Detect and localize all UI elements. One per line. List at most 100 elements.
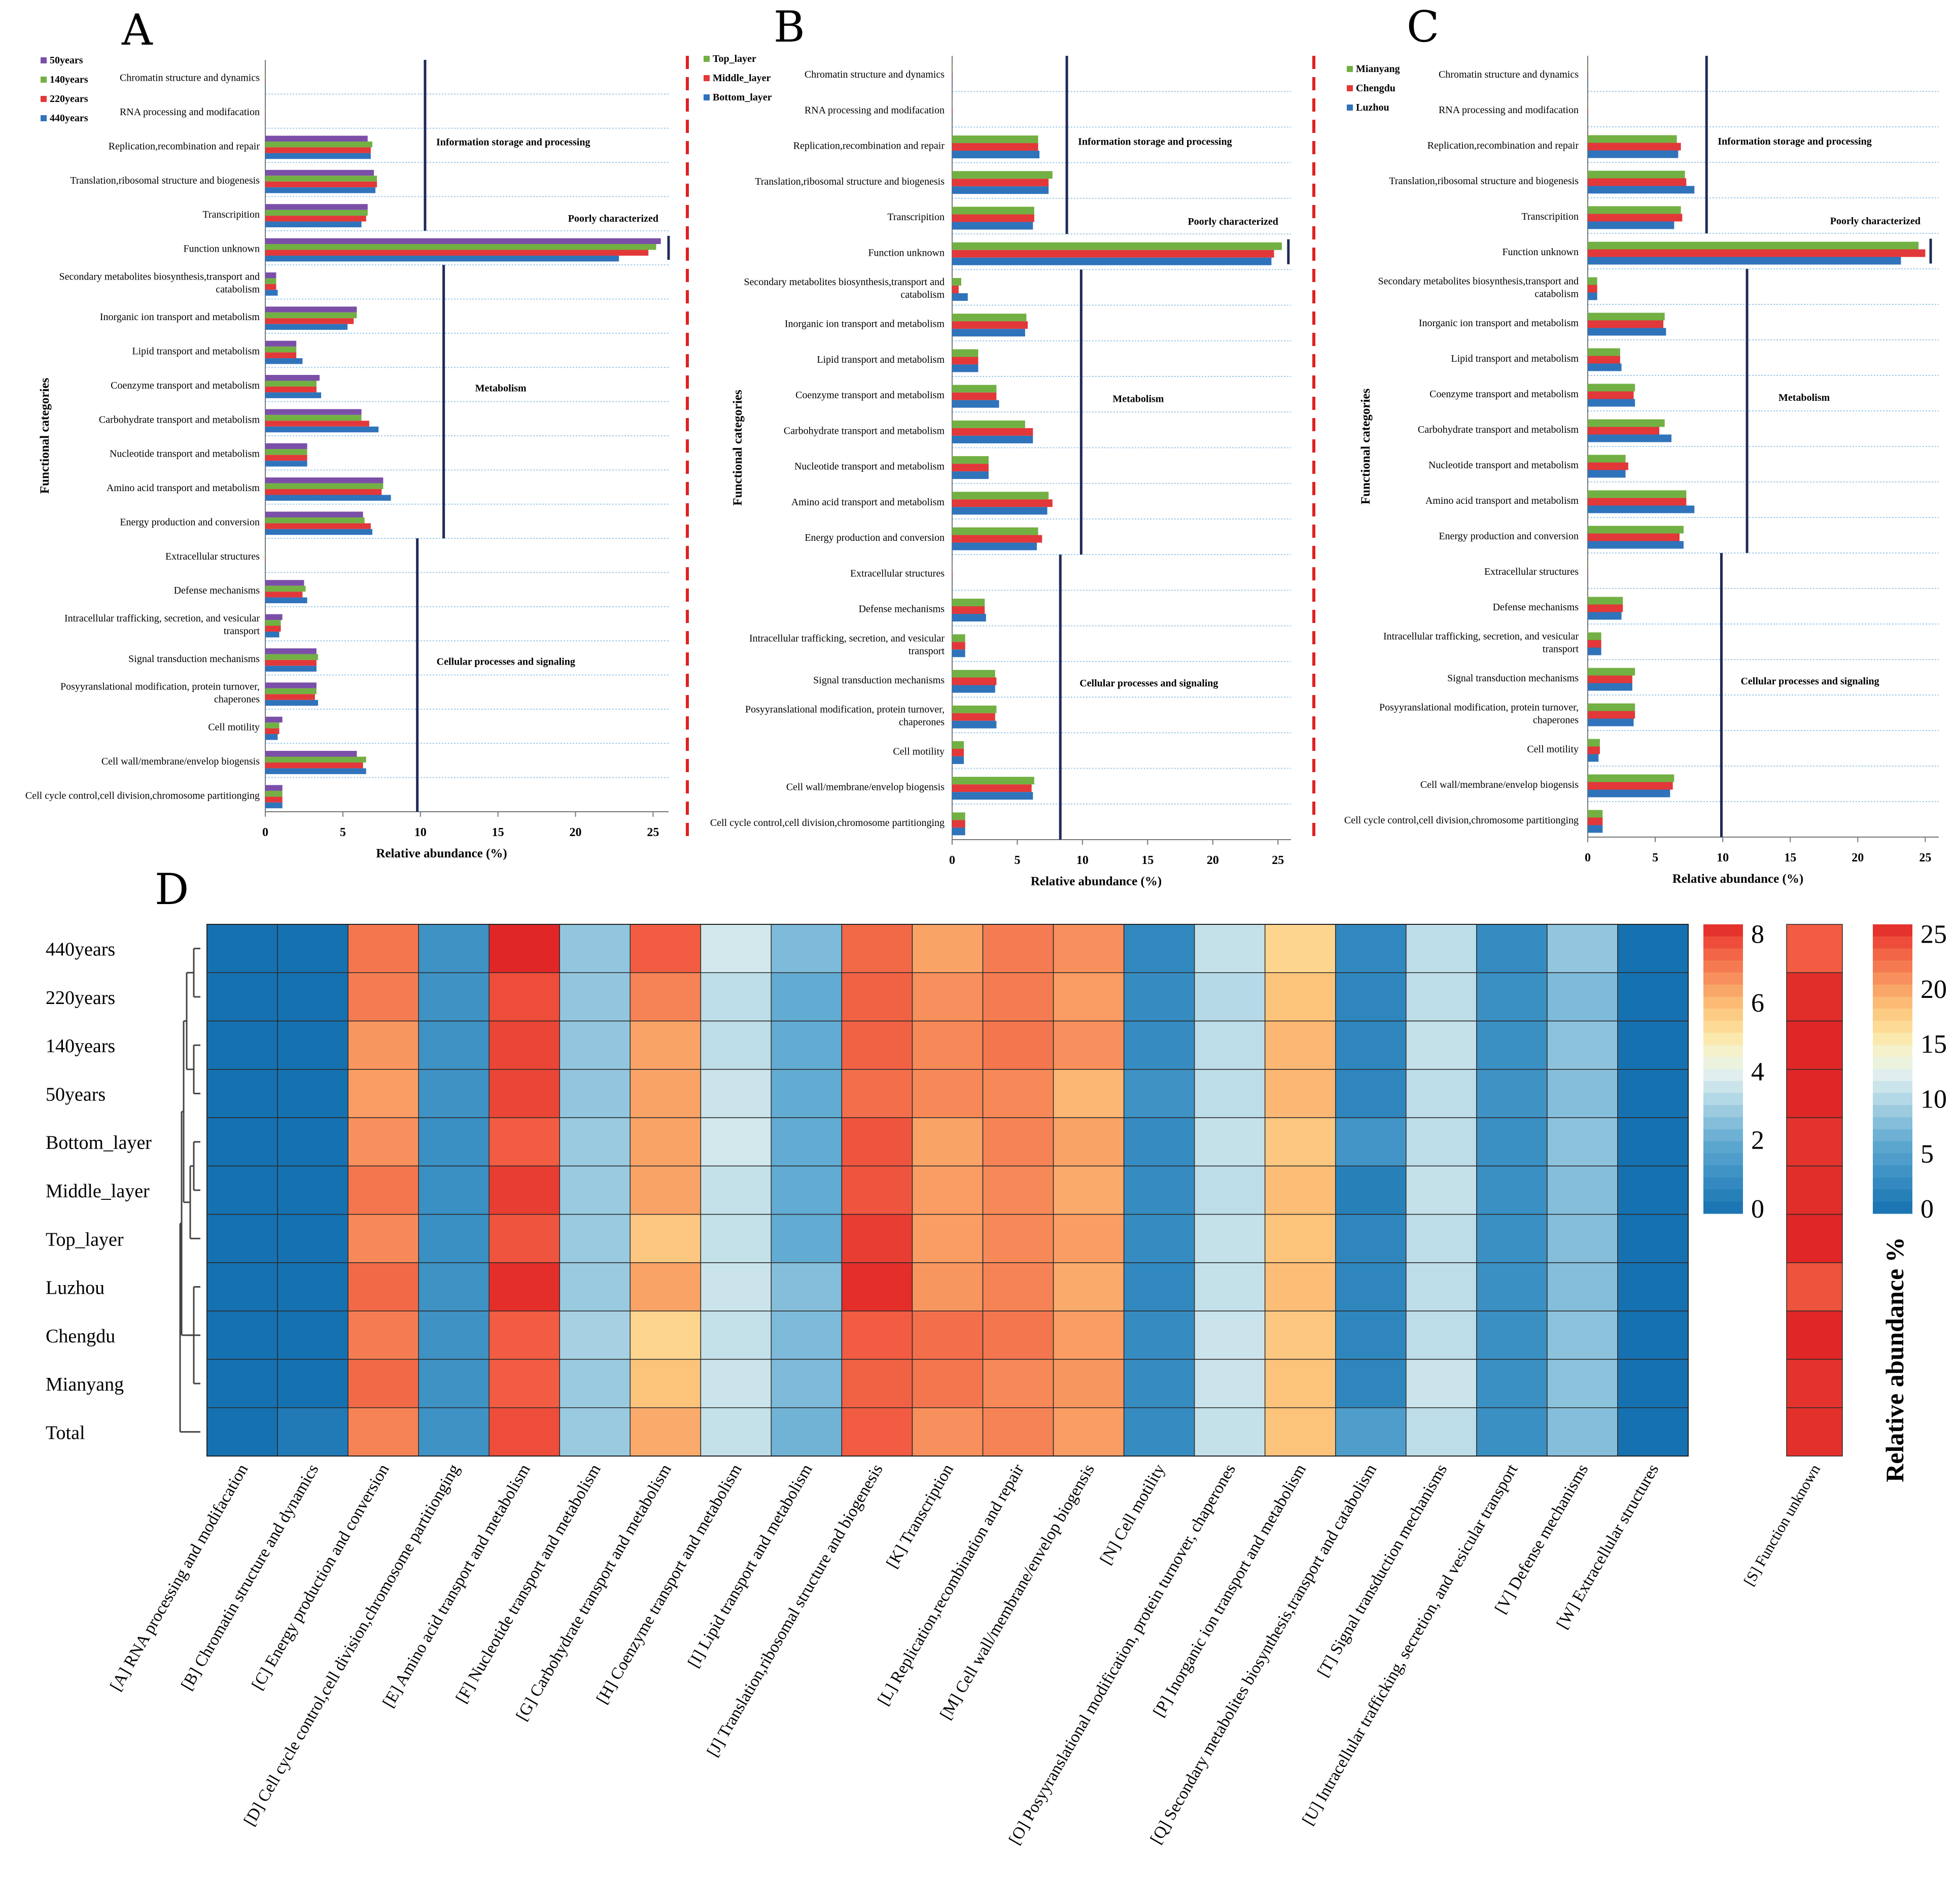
- bar: [952, 563, 953, 571]
- category-label: Nucleotide transport and metabolism: [110, 448, 260, 460]
- heatmap-cell: [206, 924, 278, 974]
- bar: [1588, 711, 1635, 719]
- group-label: Metabolism: [1112, 393, 1164, 404]
- bar: [265, 250, 649, 256]
- category-label: Coenzyme transport and metabolism: [111, 380, 260, 391]
- category-label: Translation,ribosomal structure and biog…: [1389, 176, 1579, 187]
- colorbar-s-segment: [1873, 1165, 1912, 1178]
- x-tick-label: 10: [1717, 851, 1729, 864]
- category-label: Cell cycle control,cell division,chromos…: [1344, 815, 1579, 826]
- bar: [265, 722, 280, 729]
- category-label: Nucleotide transport and metabolism: [1428, 460, 1579, 471]
- colorbar-main-segment: [1703, 960, 1743, 973]
- category-label: Replication,recombination and repair: [793, 141, 945, 152]
- bar: [952, 471, 989, 479]
- heatmap-row-label: 140years: [46, 1035, 115, 1057]
- colorbar-main-segment: [1703, 1117, 1743, 1130]
- category-label: Lipid transport and metabolism: [817, 354, 945, 365]
- bar: [952, 79, 953, 87]
- category-label: Signal transduction mechanisms: [1447, 673, 1579, 684]
- bar: [265, 790, 283, 797]
- legend-swatch: [704, 56, 710, 62]
- heatmap-cell: [277, 1069, 348, 1118]
- heatmap-cell: [347, 1069, 419, 1118]
- category-label: Lipid transport and metabolism: [1451, 353, 1579, 364]
- heatmap-column-label: [N] Cell motility: [1097, 1461, 1169, 1568]
- bar: [1588, 257, 1901, 265]
- bar: [265, 119, 266, 125]
- bar: [265, 654, 318, 660]
- heatmap-cell: [1547, 1214, 1618, 1263]
- bar: [1588, 526, 1684, 534]
- colorbar-main-tick: 2: [1751, 1126, 1764, 1155]
- x-tick-label: 10: [414, 826, 427, 839]
- colorbar-main-segment: [1703, 1081, 1743, 1094]
- category-label: Coenzyme transport and metabolism: [795, 390, 945, 401]
- heatmap-cell: [771, 1117, 843, 1167]
- bar: [1588, 285, 1597, 293]
- category-label: Transcripition: [202, 209, 260, 220]
- heatmap-cell: [1617, 1407, 1689, 1457]
- heatmap-cell: [277, 1407, 348, 1457]
- heatmap-cell: [1194, 1214, 1266, 1263]
- heatmap-cell: [630, 1407, 702, 1457]
- group-label: Metabolism: [475, 383, 527, 394]
- colorbar-main-tick: 4: [1751, 1057, 1764, 1086]
- colorbar-s-segment: [1873, 1201, 1912, 1214]
- bar: [1588, 612, 1622, 620]
- bar: [1588, 774, 1674, 782]
- category-label: Intracellular trafficking, secretion, an…: [64, 613, 260, 624]
- bar: [1588, 647, 1601, 655]
- function-unknown-cell: [1786, 972, 1843, 1022]
- category-label: transport: [1543, 644, 1579, 655]
- bar: [265, 797, 283, 803]
- heatmap-cell: [700, 1214, 772, 1263]
- heatmap-cell: [630, 972, 702, 1022]
- heatmap-cell: [488, 924, 560, 974]
- heatmap-cell: [418, 1069, 490, 1118]
- heatmap-column-label: [A] RNA processing and modifacation: [107, 1461, 252, 1694]
- bar: [1588, 348, 1620, 356]
- category-label: catabolism: [1534, 289, 1579, 300]
- heatmap-cell: [1406, 924, 1477, 974]
- bar: [1588, 170, 1685, 179]
- colorbar-s-segment: [1873, 984, 1912, 997]
- bar: [265, 592, 303, 598]
- category-label: Carbohydrate transport and metabolism: [1418, 424, 1579, 435]
- x-tick-label: 5: [1652, 851, 1658, 864]
- bar: [952, 107, 953, 115]
- colorbar-s-segment: [1873, 936, 1912, 949]
- colorbar-main-segment: [1703, 1177, 1743, 1190]
- bar: [265, 272, 276, 279]
- heatmap-cell: [1547, 1407, 1618, 1457]
- bar: [1588, 178, 1687, 186]
- heatmap-cell: [1264, 1310, 1336, 1360]
- bar: [265, 785, 283, 791]
- bar: [265, 517, 365, 524]
- colorbar-main-segment: [1703, 1009, 1743, 1021]
- bar: [265, 375, 320, 381]
- heatmap-cell: [1335, 1407, 1407, 1457]
- bar: [265, 585, 306, 592]
- heatmap-cell: [700, 924, 772, 974]
- colorbar-label: Relative abundance %: [1880, 1237, 1909, 1482]
- colorbar-main-segment: [1703, 1069, 1743, 1082]
- bar: [265, 551, 266, 558]
- heatmap-cell: [1335, 1359, 1407, 1408]
- bar: [1588, 789, 1670, 798]
- category-label: Chromatin structure and dynamics: [120, 73, 260, 84]
- bar: [265, 255, 619, 262]
- group-label: Cellular processes and signaling: [1740, 676, 1879, 687]
- x-axis-label: Relative abundance (%): [1031, 875, 1162, 888]
- colorbar-main-segment: [1703, 984, 1743, 997]
- bar: [1588, 505, 1695, 513]
- heatmap-cell: [1617, 972, 1689, 1022]
- bar: [952, 720, 997, 729]
- bar: [952, 649, 965, 657]
- heatmap-cell: [1406, 1117, 1477, 1167]
- bar: [265, 511, 363, 517]
- bar: [952, 242, 1282, 250]
- group-label: Poorly characterized: [1830, 216, 1921, 227]
- heatmap-cell: [771, 1214, 843, 1263]
- heatmap-cell: [559, 1069, 631, 1118]
